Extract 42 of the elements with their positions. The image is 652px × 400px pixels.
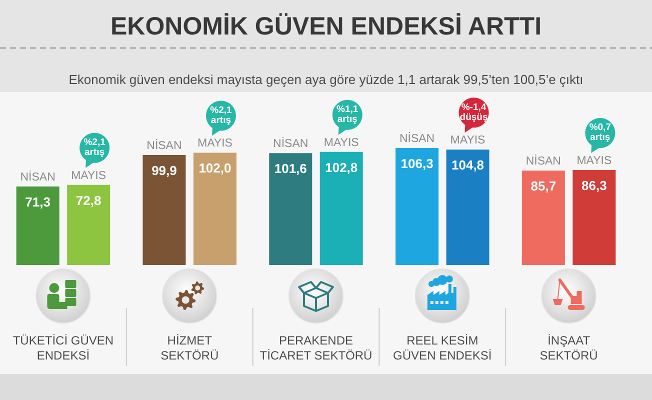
bar [396,148,439,265]
text: NİSAN [146,140,182,152]
data-label: 71,3 [25,194,50,210]
bar [142,155,186,265]
x-tick-label: TÜKETİCİ GÜVEN ENDEKSİ [12,334,114,362]
data-label: 72,8 [76,192,102,208]
data-label: 101,6 [274,161,307,176]
bar [67,184,110,265]
bar [16,186,60,265]
x-tick-label: REEL KESİM GÜVEN ENDEKSİ [393,334,492,362]
bar [446,150,490,265]
bar [320,152,363,265]
text: %-1,4 düşüş [458,102,489,123]
data-label: 106,3 [400,156,434,171]
data-label: 102,8 [325,160,358,175]
text: MAYIS [198,138,232,150]
data-label: 102,0 [198,160,232,176]
bar [193,152,236,265]
bar [269,153,312,265]
text: NİSAN [526,156,562,168]
text: MAYIS [450,134,486,147]
text: %0,7 artış [588,122,612,143]
data-label: 85,7 [530,178,556,194]
x-tick-label: İNŞAAT SEKTÖRÜ [540,334,598,362]
chart-subtitle: Ekonomik güven endeksi mayısta geçen aya göre yüzde 1,1 artarak 99,5’ten 100,5’e çıktı [68,72,584,87]
text: %1,1 artış [336,104,360,125]
text: NİSAN [399,133,435,145]
annotation: %2,1 artış [82,136,106,158]
data-label: 99,9 [152,163,177,178]
x-tick-label: PERAKENDE TİCARET SEKTÖRÜ [260,334,372,362]
chart-title: EKONOMİK GÜVEN ENDEKSİ ARTTI [110,12,542,40]
series-label: MAYIS [71,170,106,182]
data-label: 104,8 [451,158,484,173]
text: NİSAN [273,138,308,150]
bar [572,170,616,265]
data-label: 86,3 [582,178,607,194]
text: MAYIS [324,136,359,149]
text: MAYIS [576,155,612,168]
bar [522,170,565,265]
text: %2,1 artış [209,104,233,126]
series-label: NİSAN [20,170,56,184]
x-tick-label: HİZMET SEKTÖRÜ [160,334,219,362]
